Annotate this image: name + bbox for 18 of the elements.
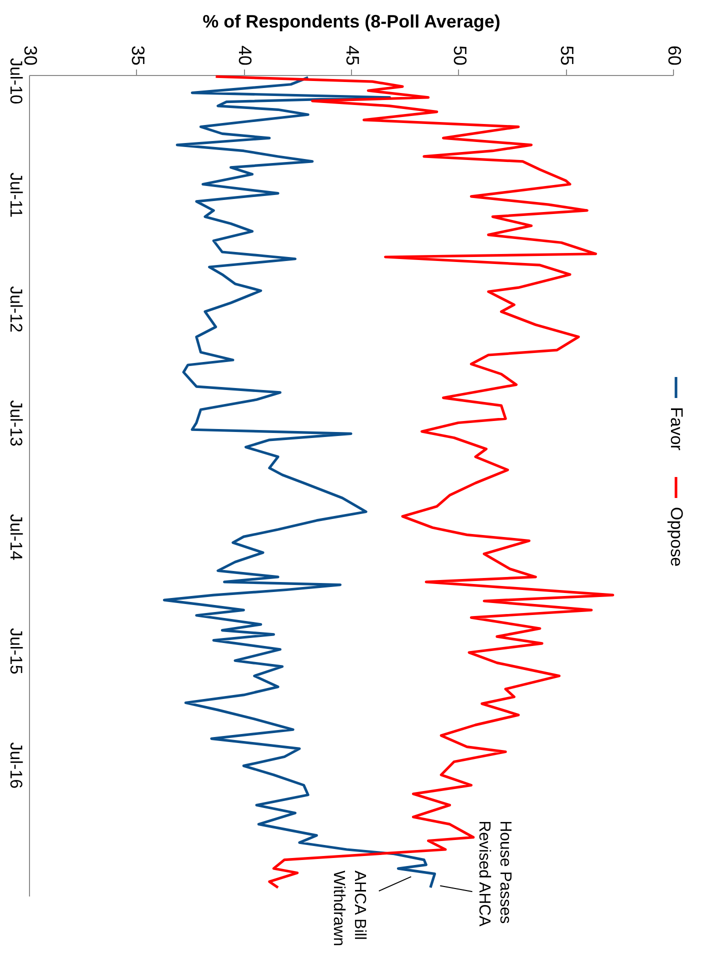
x-tick-label: 60 bbox=[664, 45, 684, 66]
x-axis-title: % of Respondents (8-Poll Average) bbox=[202, 11, 500, 32]
y-tick-label: Jul-15 bbox=[6, 628, 26, 674]
legend-label: Favor bbox=[667, 407, 686, 451]
x-tick-label: 50 bbox=[450, 45, 470, 66]
annotation: House Passes Revised AHCA bbox=[475, 820, 514, 927]
x-tick-label: 40 bbox=[235, 45, 256, 66]
y-tick-label: Jul-10 bbox=[6, 58, 26, 104]
y-tick-label: Jul-11 bbox=[6, 172, 26, 218]
x-tick-label: 45 bbox=[342, 45, 362, 66]
x-tick-label: 55 bbox=[557, 45, 578, 66]
y-tick-label: Jul-13 bbox=[6, 400, 26, 446]
y-tick-label: Jul-12 bbox=[6, 286, 26, 332]
y-tick-label: Jul-14 bbox=[6, 514, 26, 560]
annotation: AHCA Bill Withdrawn bbox=[330, 870, 368, 946]
x-tick-label: 35 bbox=[128, 45, 148, 66]
legend-label: Oppose bbox=[667, 507, 686, 567]
y-tick-label: Jul-16 bbox=[6, 742, 26, 789]
